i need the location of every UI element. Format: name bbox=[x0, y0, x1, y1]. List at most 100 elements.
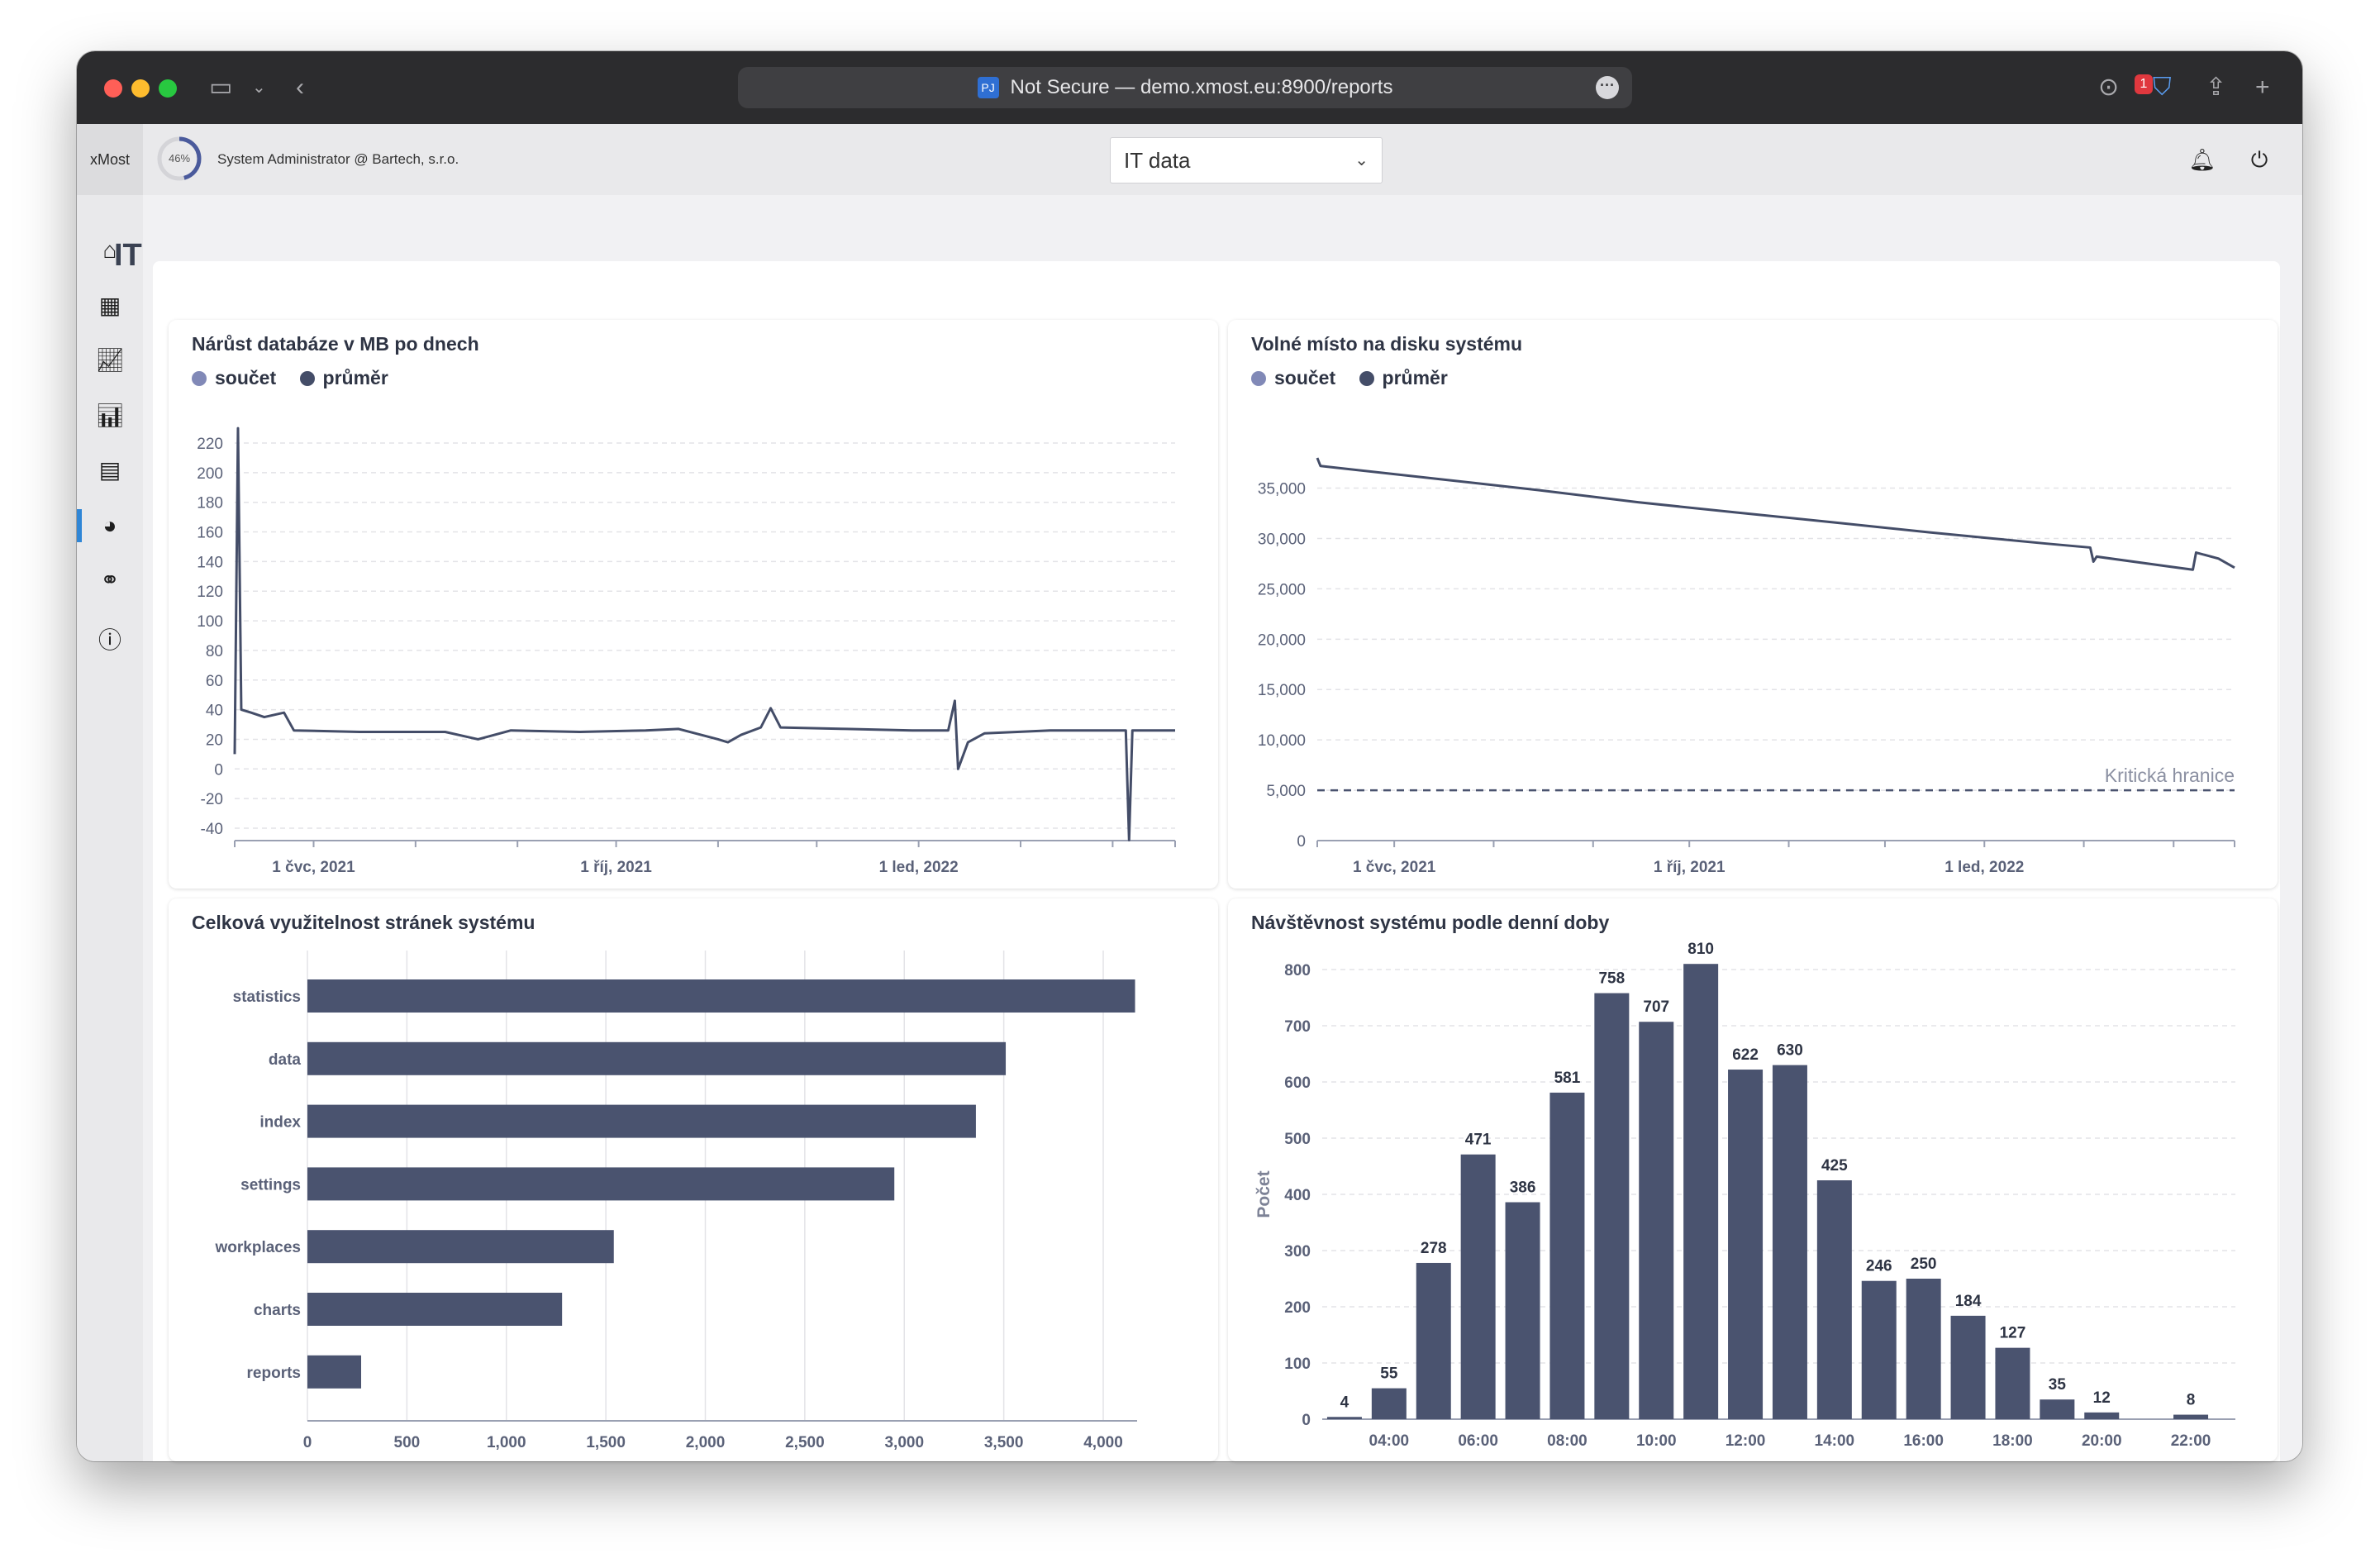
bar bbox=[307, 1293, 563, 1326]
data-label: 622 bbox=[1732, 1046, 1759, 1064]
y-tick-label: 300 bbox=[1284, 1243, 1311, 1260]
y-tick-label: 120 bbox=[197, 584, 223, 601]
address-bar[interactable]: PJ Not Secure — demo.xmost.eu:8900/repor… bbox=[738, 67, 1632, 108]
data-label: 12 bbox=[2093, 1389, 2111, 1407]
bar bbox=[307, 1230, 614, 1264]
x-tick-label: 1,000 bbox=[487, 1434, 526, 1451]
y-tick-label: 160 bbox=[197, 525, 223, 542]
sidebar-item-dashboard[interactable]: ▦ bbox=[98, 293, 121, 318]
sidebar-item-info[interactable]: ⓘ bbox=[98, 627, 121, 653]
panel-title: Celková využitelnost stránek systému bbox=[192, 912, 536, 933]
close-window-button[interactable] bbox=[104, 79, 122, 98]
y-tick-label: 200 bbox=[1284, 1299, 1311, 1317]
brand-logo[interactable]: xMost bbox=[77, 124, 143, 195]
bar bbox=[1594, 993, 1630, 1419]
data-label: 35 bbox=[2049, 1376, 2067, 1394]
data-label: 810 bbox=[1687, 941, 1714, 958]
disk-space-panel: Volné místo na disku systému součet prům… bbox=[1228, 320, 2278, 889]
db-growth-panel: Nárůst databáze v MB po dnech součet prů… bbox=[169, 320, 1218, 889]
minimize-window-button[interactable] bbox=[131, 79, 150, 98]
legend-item-sum[interactable]: součet bbox=[1251, 367, 1335, 388]
y-tick-label: 180 bbox=[197, 495, 223, 512]
y-category-label: workplaces bbox=[215, 1239, 302, 1256]
browser-titlebar: ▭ ⌄ ‹ PJ Not Secure — demo.xmost.eu:8900… bbox=[77, 51, 2302, 124]
sidebar-item-pie-chart[interactable]: ◕ bbox=[77, 505, 143, 546]
back-arrow-icon[interactable]: ‹ bbox=[296, 74, 304, 101]
url-text: Not Secure — demo.xmost.eu:8900/reports bbox=[1010, 76, 1393, 98]
sidebar-toggle-icon[interactable]: ▭ bbox=[209, 74, 233, 101]
data-label: 55 bbox=[1380, 1365, 1398, 1383]
bar bbox=[1549, 1092, 1585, 1419]
legend-item-avg[interactable]: průměr bbox=[299, 367, 388, 388]
sidebar-item-home[interactable]: ⌂ bbox=[102, 237, 117, 263]
downloads-icon[interactable]: ⊙ bbox=[2098, 74, 2120, 101]
bell-icon[interactable]: 🔔︎ bbox=[2188, 147, 2216, 172]
x-tick-label: 1 říj, 2021 bbox=[1654, 859, 1726, 876]
y-tick-label: -40 bbox=[201, 821, 223, 838]
chevron-down-icon: ⌄ bbox=[1354, 151, 1368, 169]
bar bbox=[1772, 1065, 1807, 1419]
progress-ring bbox=[157, 136, 202, 181]
share-icon[interactable]: ⇪ bbox=[2206, 74, 2227, 101]
dataset-select[interactable]: IT data ⌄ bbox=[1110, 137, 1383, 183]
x-tick-label: 18:00 bbox=[1992, 1432, 2033, 1450]
sidebar-item-line-chart[interactable]: 📈︎ bbox=[95, 347, 125, 373]
data-label: 630 bbox=[1777, 1042, 1803, 1060]
power-icon[interactable]: ⏻ bbox=[2250, 147, 2268, 172]
y-tick-label: -20 bbox=[201, 791, 223, 808]
y-category-label: settings bbox=[240, 1176, 301, 1194]
dataset-select-value: IT data bbox=[1124, 148, 1191, 173]
chevron-down-icon[interactable]: ⌄ bbox=[252, 79, 266, 97]
y-tick-label: 220 bbox=[197, 436, 223, 453]
new-tab-icon[interactable]: + bbox=[2255, 74, 2270, 101]
bar bbox=[307, 1355, 362, 1389]
bar bbox=[1816, 1180, 1852, 1419]
x-tick-label: 1,500 bbox=[586, 1434, 626, 1451]
y-tick-label: 500 bbox=[1284, 1131, 1311, 1148]
data-label: 127 bbox=[2000, 1325, 2026, 1342]
data-label: 278 bbox=[1421, 1240, 1447, 1257]
legend-item-sum[interactable]: součet bbox=[192, 367, 276, 388]
sidebar-item-bar-chart[interactable]: 📊︎ bbox=[95, 403, 125, 428]
site-favicon-icon: PJ bbox=[977, 77, 999, 98]
x-tick-label: 04:00 bbox=[1369, 1432, 1410, 1450]
y-category-label: charts bbox=[254, 1302, 301, 1319]
bar bbox=[307, 1041, 1007, 1075]
sidebar-item-workflow[interactable]: ⚭ bbox=[100, 567, 120, 593]
y-tick-label: 800 bbox=[1284, 962, 1311, 979]
chart-legend: součet průměr bbox=[1251, 367, 1466, 389]
x-tick-label: 2,000 bbox=[686, 1434, 726, 1451]
x-tick-label: 1 led, 2022 bbox=[1944, 859, 2024, 876]
sidebar-item-table[interactable]: ▤ bbox=[98, 457, 121, 483]
x-tick-label: 16:00 bbox=[1903, 1432, 1944, 1450]
y-tick-label: 0 bbox=[1297, 833, 1306, 851]
panel-title: Návštěvnost systému podle denní doby bbox=[1251, 912, 1610, 933]
more-options-icon[interactable]: ··· bbox=[1596, 76, 1619, 99]
legend-item-avg[interactable]: průměr bbox=[1359, 367, 1448, 388]
x-tick-label: 1 čvc, 2021 bbox=[272, 859, 355, 876]
bar bbox=[307, 1104, 976, 1138]
y-tick-label: 40 bbox=[206, 703, 223, 720]
shield-icon[interactable]: ⛉ bbox=[2153, 74, 2172, 101]
bar bbox=[1906, 1279, 1941, 1419]
y-category-label: reports bbox=[247, 1365, 301, 1382]
y-tick-label: 0 bbox=[214, 761, 223, 779]
zoom-window-button[interactable] bbox=[159, 79, 177, 98]
user-label: System Administrator @ Bartech, s.r.o. bbox=[217, 151, 459, 167]
bar bbox=[1728, 1070, 1764, 1419]
y-tick-label: 25,000 bbox=[1258, 581, 1306, 598]
data-label: 425 bbox=[1821, 1157, 1848, 1175]
y-tick-label: 5,000 bbox=[1266, 783, 1306, 800]
panel-title: Volné místo na disku systému bbox=[1251, 333, 1523, 355]
y-tick-label: 60 bbox=[206, 673, 223, 690]
app-header: xMost 46% System Administrator @ Bartech… bbox=[77, 124, 2302, 195]
bar bbox=[1460, 1154, 1496, 1419]
bar bbox=[1416, 1262, 1451, 1419]
disk-space-chart: 35,000 30,000 25,000 20,000 15,000 10,000 5,00… bbox=[1258, 457, 2235, 876]
x-tick-label: 1 říj, 2021 bbox=[580, 859, 652, 876]
data-label: 8 bbox=[2187, 1392, 2196, 1409]
y-tick-label: 600 bbox=[1284, 1075, 1311, 1092]
x-tick-label: 500 bbox=[394, 1434, 421, 1451]
y-category-label: statistics bbox=[233, 989, 301, 1006]
